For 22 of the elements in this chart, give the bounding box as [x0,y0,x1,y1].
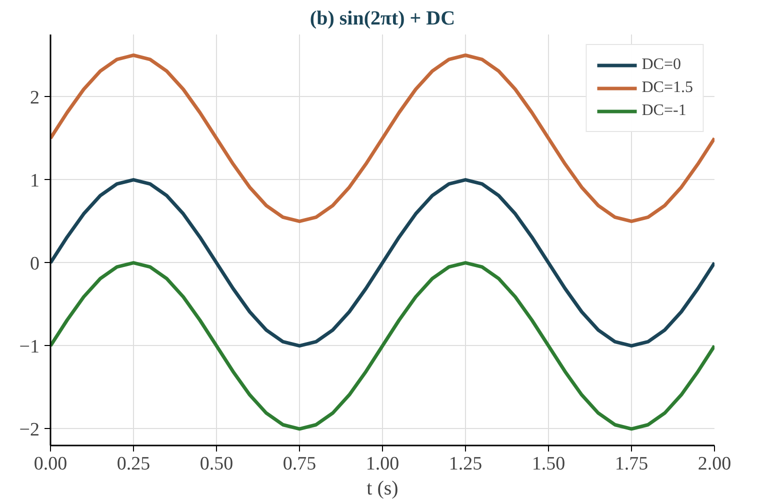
x-tick-label: 0.50 [200,454,234,474]
legend-label: DC=-1 [642,102,686,120]
y-tick-label: −2 [19,419,40,440]
legend-label: DC=0 [642,56,681,74]
y-tick-label: −1 [19,336,40,358]
y-tick-label: 2 [30,87,40,108]
chart-title: (b) sin(2πt) + DC [310,8,456,30]
x-tick-label: 0.00 [34,454,68,474]
y-tick-label: 1 [30,170,40,192]
line-series [50,54,714,224]
x-tick-label: 0.25 [116,454,150,474]
x-tick-label: 0.75 [282,454,316,474]
x-tick-label: 1.75 [614,454,648,474]
y-tick-label: 0 [30,253,40,274]
x-tick-label: 1.25 [448,454,482,474]
x-axis-title: t (s) [366,478,398,500]
x-tick-label: 2.00 [698,454,732,474]
line-series [50,261,714,431]
legend-label: DC=1.5 [642,79,693,97]
x-tick-label: 1.50 [532,454,566,474]
line-series [50,178,714,348]
x-tick-label: 1.00 [366,454,400,474]
